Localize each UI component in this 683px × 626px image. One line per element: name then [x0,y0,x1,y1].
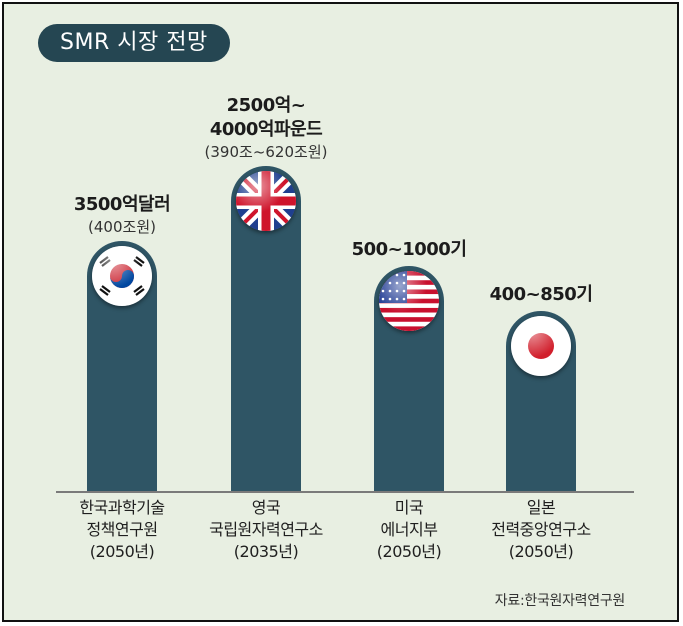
baseline [56,491,634,493]
category-label-japan: 일본 전력중앙연구소 (2050년) [491,498,591,561]
value-sub: (400조원) [88,218,156,236]
value-label-usa: 500~1000기 [299,238,519,262]
source-note: 자료:한국원자력연구원 [494,593,626,609]
category-label-usa: 미국 에너지부 (2050년) [376,498,442,561]
value-main: 3500억달러 [73,194,171,215]
value-main: 2500억~ 4000억파운드 [209,95,323,140]
usa-flag-icon [379,271,439,331]
korea-flag-icon [92,246,152,306]
value-label-korea: 3500억달러 (400조원) [12,193,232,237]
value-sub: (390조~620조원) [204,143,328,161]
value-label-uk: 2500억~ 4000억파운드 (390조~620조원) [156,94,376,162]
uk-flag-icon [236,171,296,231]
value-main: 400~850기 [489,284,593,305]
category-label-korea: 한국과학기술 정책연구원 (2050년) [79,498,165,561]
chart-title: SMR 시장 전망 [38,24,230,62]
value-main: 500~1000기 [351,239,467,260]
japan-flag-icon [511,316,571,376]
value-label-japan: 400~850기 [431,283,651,307]
category-label-uk: 영국 국립원자력연구소 (2035년) [209,498,323,561]
